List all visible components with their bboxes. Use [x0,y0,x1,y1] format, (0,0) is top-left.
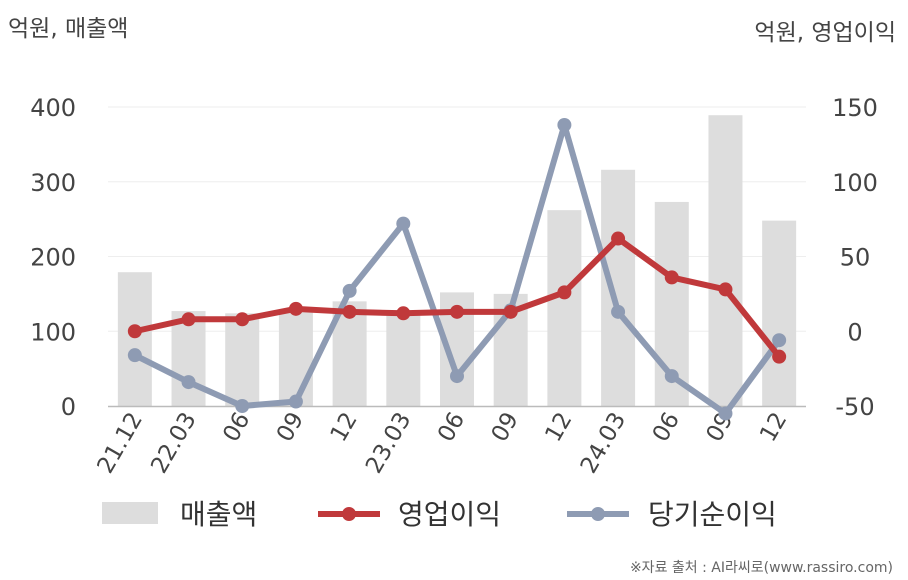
bar-revenue [386,313,421,406]
x-tick-label: 12 [755,408,792,446]
bar-revenue [547,210,582,406]
x-tick-label: 21.12 [93,408,148,478]
point-operating-profit [181,312,196,327]
x-tick-label: 09 [272,408,309,446]
bar-revenue [762,220,797,406]
point-operating-profit [235,312,250,327]
bar-revenue [225,313,260,406]
point-net-income [396,216,411,231]
x-tick-label: 06 [218,408,255,446]
legend-label-revenue: 매출액 [180,498,257,531]
left-axis-unit-label: 억원, 매출액 [8,16,128,42]
legend-item-revenue: 매출액 [102,498,257,531]
point-net-income [450,369,464,384]
right-y-tick-label: 100 [832,169,878,197]
point-net-income [664,369,679,384]
point-operating-profit [127,324,142,339]
bar-revenue [708,115,743,406]
right-y-tick-label: 150 [832,94,878,122]
legend-item-operating-profit: 영업이익 [318,498,501,531]
point-operating-profit [772,349,787,364]
bar-revenue [117,272,152,406]
lines [127,117,787,421]
right-y-tick-label: -50 [835,393,874,421]
point-operating-profit [557,285,572,300]
legend-marker-operating-profit [342,507,356,521]
point-operating-profit [396,306,411,321]
point-net-income [288,394,303,409]
point-net-income [718,406,733,421]
right-y-tick-label: 0 [847,318,862,346]
right-axis-unit-label: 억원, 영업이익 [754,20,896,46]
point-net-income [127,348,142,363]
x-tick-label: 06 [648,408,685,446]
left-y-tick-label: 400 [30,94,76,122]
point-operating-profit [503,304,518,319]
left-y-tick-labels: 0 100 200 300 400 [30,94,76,421]
x-tick-label: 12 [326,408,363,446]
legend: 매출액 영업이익 당기순이익 [102,498,777,531]
legend-item-net-income: 당기순이익 [567,498,777,531]
x-tick-label: 12 [540,408,577,446]
point-operating-profit [288,301,303,316]
left-y-tick-label: 200 [30,244,76,272]
right-y-tick-labels: -50 0 50 100 150 [832,94,878,421]
x-tick-label: 06 [433,408,470,446]
left-y-tick-label: 100 [30,318,76,346]
point-net-income [557,117,572,132]
legend-label-operating-profit: 영업이익 [398,498,501,531]
source-note: ※자료 출처 : AI라씨로(www.rassiro.com) [630,560,893,576]
right-y-tick-label: 50 [840,244,871,272]
point-net-income [235,399,250,413]
left-y-tick-label: 300 [30,169,76,197]
x-tick-label: 23.03 [361,408,416,478]
x-tick-label: 09 [487,408,524,446]
legend-marker-net-income [591,507,605,521]
point-net-income [772,333,787,348]
bar-revenue [278,311,313,406]
legend-swatch-revenue [102,502,158,524]
point-operating-profit [342,304,357,319]
point-net-income [181,375,196,390]
bars [117,115,797,406]
legend-label-net-income: 당기순이익 [648,498,777,531]
point-operating-profit [664,270,679,285]
bar-revenue [601,169,636,406]
x-tick-label: 24.03 [576,408,631,478]
left-y-tick-label: 0 [61,393,76,421]
point-operating-profit [611,231,626,246]
point-operating-profit [450,304,464,319]
x-tick-label: 22.03 [146,408,201,478]
point-operating-profit [718,282,733,297]
point-net-income [611,304,626,319]
point-net-income [342,283,357,298]
